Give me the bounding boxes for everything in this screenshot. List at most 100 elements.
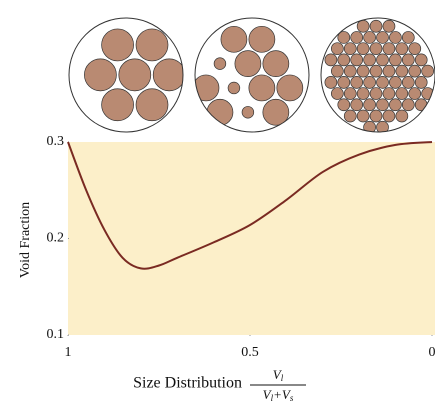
y-tick-label: 0.3 (47, 134, 65, 149)
particle (331, 64, 344, 78)
particle (262, 98, 290, 126)
particle (213, 57, 227, 70)
particle (389, 98, 402, 112)
container-outline (68, 17, 184, 133)
particle (206, 98, 234, 126)
particle (401, 98, 415, 112)
particle (324, 53, 338, 67)
x-tick-label: 0 (429, 345, 435, 360)
particle (350, 75, 364, 89)
particle (414, 53, 428, 67)
data-line (67, 141, 433, 270)
container-outline (320, 17, 435, 133)
particle (324, 75, 338, 89)
particle (337, 98, 351, 112)
particle (382, 19, 396, 33)
particle (414, 75, 428, 89)
particle (363, 53, 376, 67)
particle (382, 87, 396, 100)
particle (262, 50, 290, 77)
particle (337, 31, 351, 44)
particle (276, 74, 304, 102)
particle (356, 19, 370, 33)
particle (356, 87, 370, 100)
particle (369, 19, 383, 33)
x-axis-label: Size Distribution (133, 375, 242, 392)
particle (101, 88, 134, 122)
particle (363, 31, 376, 44)
particle (152, 58, 183, 92)
subscript: s (290, 393, 294, 403)
particle (408, 87, 422, 100)
particle (363, 98, 376, 112)
particle (331, 87, 344, 100)
particle (331, 42, 344, 56)
particle (369, 109, 383, 123)
plot-background (68, 142, 435, 335)
container-outline (194, 17, 310, 133)
particle (414, 98, 428, 112)
y-tick-label: 0.2 (47, 231, 65, 246)
particle (350, 31, 364, 44)
particle (343, 87, 357, 100)
packing (321, 18, 435, 132)
particle (337, 75, 351, 89)
particle (382, 64, 396, 78)
y-tick-label: 0.1 (47, 327, 65, 342)
x-tick-label: 0.5 (241, 345, 259, 360)
particle (376, 120, 389, 132)
particle (84, 58, 117, 92)
particle (234, 50, 262, 77)
particle (220, 25, 248, 53)
y-axis-label: Void Fraction (18, 202, 33, 278)
symbol: V (263, 387, 273, 402)
particle (376, 75, 389, 89)
particle (408, 64, 422, 78)
particle (343, 64, 357, 78)
particle (363, 75, 376, 89)
particle (241, 106, 255, 119)
particle (376, 31, 389, 44)
particle (195, 74, 220, 102)
subscript: l (271, 393, 274, 403)
particle (248, 25, 276, 53)
particle (382, 42, 396, 56)
particle (369, 64, 383, 78)
particle (363, 120, 376, 132)
particle (376, 53, 389, 67)
particle (401, 75, 415, 89)
particle (389, 75, 402, 89)
fraction-denominator: Vl+Vs (263, 387, 294, 403)
particle (135, 28, 169, 62)
particle (389, 53, 402, 67)
particle (350, 98, 364, 112)
particle (101, 28, 134, 62)
particle (369, 42, 383, 56)
particle (382, 109, 396, 123)
particle (343, 42, 357, 56)
symbol: +V (273, 387, 292, 402)
packing (195, 18, 309, 132)
particle (376, 98, 389, 112)
particle (389, 31, 402, 44)
particle (135, 88, 169, 122)
symbol: V (273, 367, 283, 382)
particle (350, 53, 364, 67)
packing-illustrations (68, 17, 435, 133)
particle (356, 64, 370, 78)
particle (343, 109, 357, 123)
particle (227, 81, 241, 95)
particle (395, 64, 409, 78)
particle (395, 42, 409, 56)
particle (421, 64, 434, 78)
fraction-numerator: Vl (273, 367, 284, 383)
particle (401, 53, 415, 67)
x-label-fraction: Vl Vl+Vs (250, 367, 306, 403)
particle (337, 53, 351, 67)
particle (356, 42, 370, 56)
particle (401, 31, 415, 44)
particle (395, 87, 409, 100)
particle (395, 109, 409, 123)
x-tick-label: 1 (65, 345, 72, 360)
